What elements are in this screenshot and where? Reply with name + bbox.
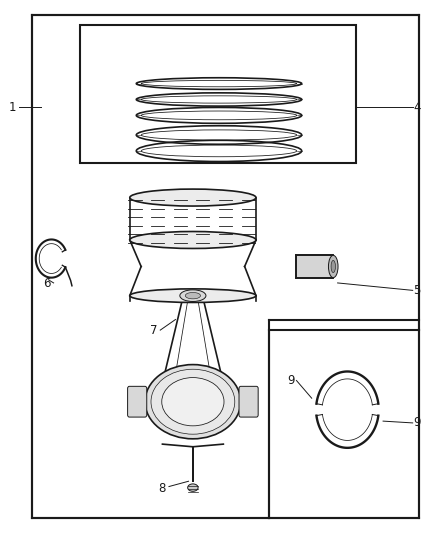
- Ellipse shape: [130, 231, 256, 248]
- FancyBboxPatch shape: [296, 255, 333, 278]
- Text: 9: 9: [287, 374, 295, 387]
- Text: 6: 6: [43, 277, 51, 290]
- Ellipse shape: [151, 369, 235, 434]
- Text: 9: 9: [413, 416, 421, 430]
- Text: 8: 8: [159, 482, 166, 495]
- Ellipse shape: [130, 189, 256, 206]
- Ellipse shape: [185, 293, 201, 299]
- FancyBboxPatch shape: [239, 386, 258, 417]
- Ellipse shape: [328, 255, 338, 278]
- Text: 1: 1: [8, 101, 16, 114]
- Ellipse shape: [130, 289, 256, 302]
- Text: 7: 7: [150, 324, 158, 337]
- Text: 5: 5: [413, 284, 421, 297]
- Text: 4: 4: [413, 101, 421, 114]
- Ellipse shape: [187, 484, 198, 491]
- Ellipse shape: [145, 365, 241, 439]
- FancyBboxPatch shape: [127, 386, 147, 417]
- Ellipse shape: [331, 261, 336, 272]
- Ellipse shape: [180, 290, 206, 302]
- Ellipse shape: [162, 377, 224, 426]
